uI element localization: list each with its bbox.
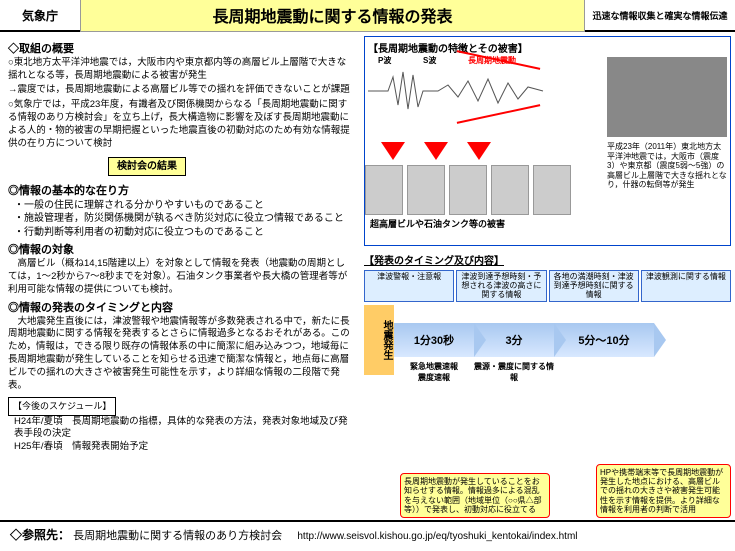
- arrow-icon: [381, 142, 405, 160]
- damage-img: [449, 165, 487, 215]
- damage-img: [407, 165, 445, 215]
- schedule-1: H24年/夏頃 長周期地震動の指標，具体的な発表の方法，発表対象地域及び発表手段…: [8, 416, 352, 442]
- timing-title: 【発表のタイミング及び内容】: [364, 252, 731, 267]
- flow-box: 津波到達予想時刻・予想される津波の高さに関する情報: [456, 270, 546, 302]
- flow-box: 津波観測に関する情報: [641, 270, 731, 302]
- arrow-icon: [467, 142, 491, 160]
- callout-2: HPや携帯端末等で長周期地震動が発生した地点における、高層ビルでの揺れの大きさや…: [596, 464, 731, 518]
- time-seg-2-label: 3分: [505, 332, 522, 348]
- damage-img: [365, 165, 403, 215]
- overview-heading: ◇取組の概要: [8, 42, 352, 57]
- damage-caption: 超高層ビルや石油タンク等の被害: [370, 217, 505, 230]
- overview-p3: ○気象庁では，平成23年度，有識者及び関係機関からなる「長周期地震動に関する情報…: [8, 99, 352, 150]
- flow-box: 各地の満潮時刻・津波到達予想時刻に関する情報: [549, 270, 639, 302]
- basic-b2: ・施設管理者，防災関係機関が執るべき防災対応に役立つ情報であること: [8, 212, 352, 226]
- time-seg-1: 1分30秒 緊急地震速報震度速報: [394, 323, 474, 357]
- seg-sub-1: 緊急地震速報震度速報: [394, 361, 474, 383]
- schedule-heading: 【今後のスケジュール】: [8, 397, 116, 415]
- right-column: 【長周期地震動の特徴とその被害】 P波 S波 長周期地震動 平成23年（2011…: [360, 32, 735, 520]
- timing-heading: ◎情報の発表のタイミングと内容: [8, 301, 352, 316]
- earthquake-box: 地震発生: [364, 305, 394, 375]
- time-arrow: 1分30秒 緊急地震速報震度速報 3分 震源・震度に関する情報 5分～10分: [394, 305, 731, 375]
- time-seg-3-label: 5分～10分: [578, 332, 629, 348]
- photo-caption: 平成23年（2011年）東北地方太平洋沖地震では，大阪市（震度3）や東京都（震度…: [607, 142, 727, 190]
- timeline: 地震発生 1分30秒 緊急地震速報震度速報 3分 震源・震度に関する情報 5分～…: [364, 305, 731, 375]
- seg-sub-2: 震源・震度に関する情報: [474, 361, 554, 383]
- time-seg-3: 5分～10分: [554, 323, 654, 357]
- time-seg-1-label: 1分30秒: [414, 332, 454, 348]
- header: 気象庁 長周期地震動に関する情報の発表 迅速な情報収集と確実な情報伝達: [0, 0, 735, 32]
- callout-1: 長周期地震動が発生していることをお知らせする情報。情報過多による混乱を与えない範…: [400, 473, 550, 518]
- arrow-icon: [424, 142, 448, 160]
- damage-images: [365, 165, 571, 215]
- main-content: ◇取組の概要 ○東北地方太平洋沖地震では，大阪市内や東京都内等の高層ビル上層階で…: [0, 32, 735, 520]
- footer-url: http://www.seisvol.kishou.go.jp/eq/tyosh…: [297, 531, 577, 542]
- basic-b1: ・一般の住民に理解される分かりやすいものであること: [8, 199, 352, 213]
- footer-name: 長周期地震動に関する情報のあり方検討会: [73, 530, 282, 542]
- overview-p1: ○東北地方太平洋沖地震では，大阪市内や東京都内等の高層ビル上層階で大きな揺れとな…: [8, 57, 352, 83]
- overview-p2: →震度では，長周期地震動による高層ビル等での揺れを評価できないことが課題: [8, 84, 352, 97]
- damage-img: [533, 165, 571, 215]
- damage-img: [491, 165, 529, 215]
- left-column: ◇取組の概要 ○東北地方太平洋沖地震では，大阪市内や東京都内等の高層ビル上層階で…: [0, 32, 360, 520]
- footer: ◇参照先： 長周期地震動に関する情報のあり方検討会 http://www.sei…: [0, 520, 735, 547]
- schedule-2: H25年/春頃 情報発表開始予定: [8, 441, 352, 454]
- basic-heading: ◎情報の基本的な在り方: [8, 184, 352, 199]
- flow-box: 津波警報・注意報: [364, 270, 454, 302]
- time-seg-2: 3分 震源・震度に関する情報: [474, 323, 554, 357]
- flow-row: 津波警報・注意報 津波到達予想時刻・予想される津波の高さに関する情報 各地の満潮…: [364, 270, 731, 302]
- red-arrows: [373, 142, 499, 163]
- p-wave-label: P波: [378, 55, 391, 66]
- basic-b3: ・行動判断等利用者の初動対応に役立つものであること: [8, 226, 352, 240]
- feature-title: 【長周期地震動の特徴とその被害】: [368, 40, 727, 55]
- target-p: 高層ビル（概ね14,15階建以上）を対象として情報を発表（地震動の周期としては，…: [8, 258, 352, 296]
- page-title: 長周期地震動に関する情報の発表: [80, 0, 585, 32]
- subtitle: 迅速な情報収集と確実な情報伝達: [585, 9, 735, 22]
- target-heading: ◎情報の対象: [8, 243, 352, 258]
- agency-name: 気象庁: [0, 7, 80, 24]
- result-label: 検討会の結果: [108, 157, 186, 177]
- timing-section: 【発表のタイミング及び内容】 津波警報・注意報 津波到達予想時刻・予想される津波…: [364, 252, 731, 375]
- footer-label: ◇参照先：: [10, 528, 70, 542]
- timing-p: 大地震発生直後には，津波警報や地震情報等が多数発表される中で，新たに長周期地震動…: [8, 316, 352, 393]
- damage-photo: [607, 57, 727, 137]
- s-wave-label: S波: [423, 55, 436, 66]
- feature-box: 【長周期地震動の特徴とその被害】 P波 S波 長周期地震動 平成23年（2011…: [364, 36, 731, 246]
